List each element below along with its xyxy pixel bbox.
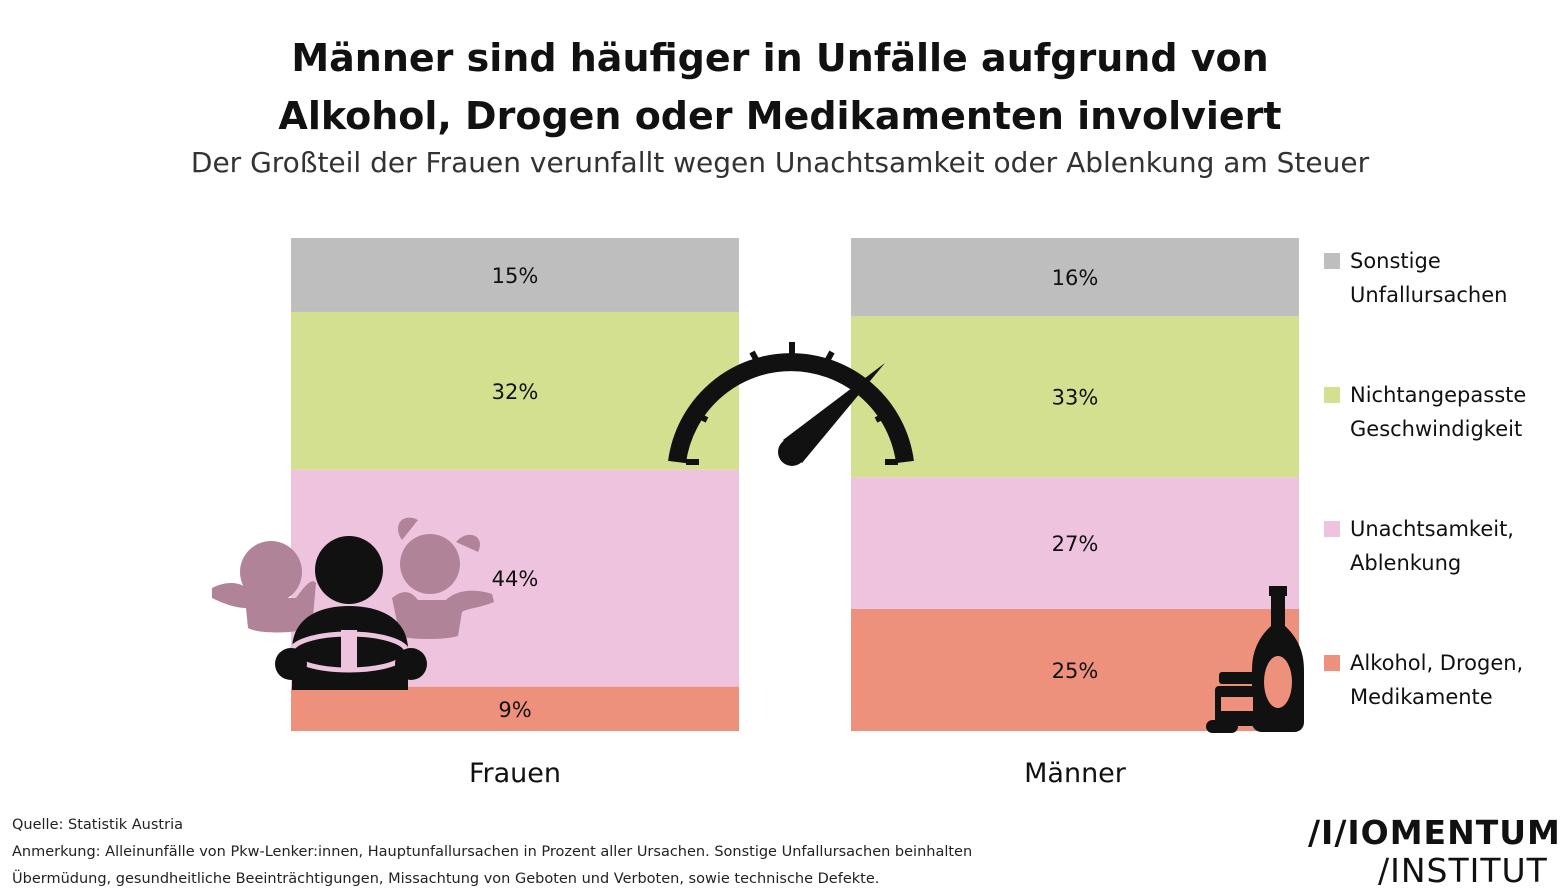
data-label-1-3: 16% <box>1052 266 1099 290</box>
chart-title-line1: Männer sind häufiger in Unfälle aufgrund… <box>291 36 1269 80</box>
logo-line1: /I/IOMENTUM <box>1308 813 1560 852</box>
bar-segment-1-2 <box>851 316 1299 478</box>
annotation-line1: Anmerkung: Alleinunfälle von Pkw-Lenker:… <box>12 844 973 860</box>
legend-swatch <box>1324 521 1340 537</box>
data-label-0-0: 9% <box>498 698 531 722</box>
data-label-1-2: 33% <box>1052 386 1099 410</box>
bar-segment-1-3 <box>851 238 1299 317</box>
bar-segment-1-1 <box>851 477 1299 609</box>
data-label-1-1: 27% <box>1052 532 1099 556</box>
data-label-0-1: 44% <box>492 567 539 591</box>
bottle-pills-icon <box>1206 586 1304 733</box>
bar-segment-0-0 <box>291 686 739 731</box>
chart-subtitle: Der Großteil der Frauen verunfallt wegen… <box>190 146 1370 179</box>
data-label-0-2: 32% <box>492 380 539 404</box>
footer: Quelle: Statistik Austria Anmerkung: All… <box>12 812 1112 893</box>
bar-segment-0-2 <box>291 311 739 470</box>
family-driver-icon <box>212 517 494 690</box>
chart-title-line2: Alkohol, Drogen oder Medikamenten involv… <box>278 94 1282 138</box>
legend-label: Nichtangepasste Geschwindigkeit <box>1350 383 1527 441</box>
legend-label: Unachtsamkeit, Ablenkung <box>1350 517 1514 575</box>
legend-label: Sonstige Unfallursachen <box>1350 249 1508 307</box>
annotation-line2: Übermüdung, gesundheitliche Beeinträchti… <box>12 871 880 887</box>
bars-layer: 9% 44% 32% 15% 25% 27% 33% 16% <box>291 238 1299 731</box>
legend-label: Alkohol, Drogen, Medikamente <box>1350 651 1524 709</box>
source-note: Quelle: Statistik Austria <box>12 817 183 833</box>
legend-swatch <box>1324 655 1340 671</box>
bar-segment-0-3 <box>291 238 739 312</box>
speedometer-icon <box>668 342 914 466</box>
legend-swatch <box>1324 387 1340 403</box>
category-label-1: Männer <box>1024 758 1127 789</box>
data-label-0-3: 15% <box>492 264 539 288</box>
momentum-logo: /I/IOMENTUM /INSTITUT <box>1308 813 1560 890</box>
category-label-0: Frauen <box>469 758 561 789</box>
data-label-1-0: 25% <box>1052 659 1099 683</box>
logo-line2: /INSTITUT <box>1378 851 1548 890</box>
legend-swatch <box>1324 253 1340 269</box>
